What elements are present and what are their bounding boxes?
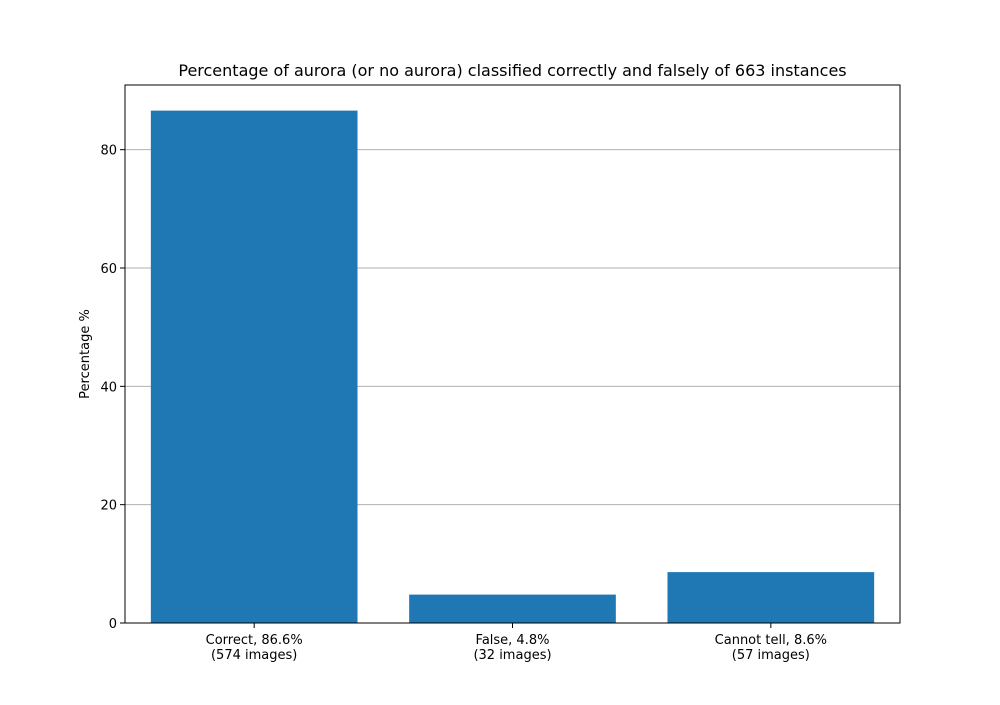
- x-tick-label: Correct, 86.6%: [206, 633, 303, 648]
- plot-frame: [124, 84, 901, 624]
- bar: [409, 594, 616, 623]
- x-tick-label: (57 images): [732, 648, 810, 663]
- bar: [150, 110, 358, 624]
- chart-title: Percentage of aurora (or no aurora) clas…: [178, 61, 846, 80]
- x-tick-label: False, 4.8%: [476, 633, 550, 648]
- x-tick-label: (32 images): [473, 648, 551, 663]
- x-axis-ticks: Correct, 86.6%(574 images) False, 4.8%(32…: [206, 623, 827, 663]
- y-axis-label: Percentage %: [78, 309, 93, 399]
- bars: [150, 110, 875, 624]
- y-axis-ticks: 0 20 40 60 80: [100, 144, 125, 632]
- y-tick-label: 20: [100, 499, 117, 514]
- bar: [667, 572, 875, 623]
- x-tick-label: (574 images): [211, 648, 297, 663]
- y-tick-label: 60: [100, 262, 117, 277]
- x-tick-label: Cannot tell, 8.6%: [715, 633, 827, 648]
- y-tick-label: 40: [100, 380, 117, 395]
- y-tick-label: 80: [100, 144, 117, 159]
- y-tick-label: 0: [109, 617, 117, 632]
